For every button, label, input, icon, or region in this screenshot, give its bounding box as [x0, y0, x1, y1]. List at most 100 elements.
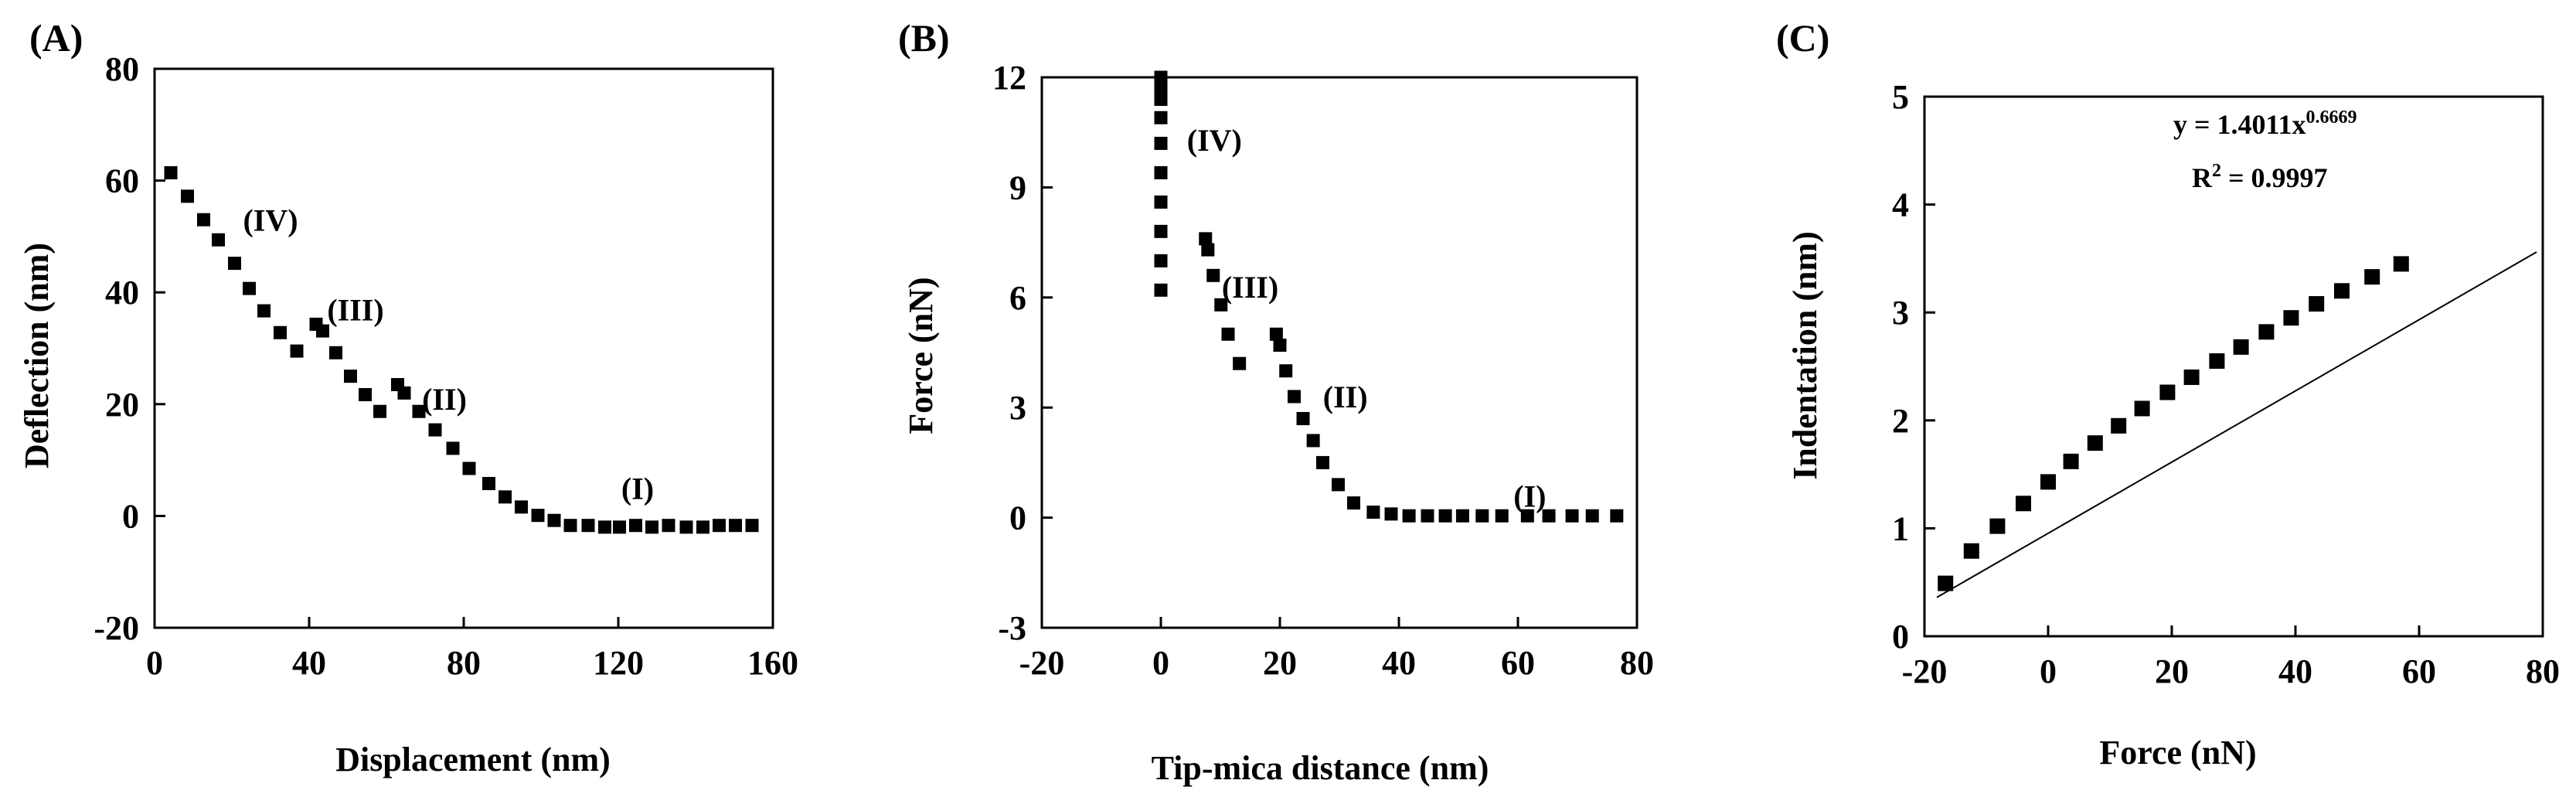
panel-b-x-ticks: -20 0 20 40 60 80 — [1019, 617, 1654, 682]
x-tick-label: 160 — [747, 644, 798, 682]
data-point — [696, 520, 710, 534]
data-point — [745, 519, 759, 533]
data-point — [397, 386, 411, 400]
panel-b-x-axis-title: Tip-mica distance (nm) — [1152, 749, 1489, 787]
data-point — [1154, 111, 1168, 124]
panel-b-points — [1154, 70, 1624, 523]
data-point — [563, 519, 577, 533]
data-point — [197, 213, 210, 227]
y-tick-label: 5 — [1892, 78, 1909, 116]
data-point — [629, 519, 642, 533]
region-annotation: (III) — [1222, 270, 1278, 305]
y-tick-label: 3 — [1892, 294, 1909, 332]
panel-c-r-squared-value: = 0.9997 — [2221, 162, 2328, 193]
x-tick-label: 120 — [593, 644, 644, 682]
y-tick-label: -3 — [998, 609, 1026, 647]
y-tick-label: 9 — [1009, 169, 1026, 206]
panel-b-plot-frame — [1040, 76, 1638, 629]
data-point — [645, 520, 658, 534]
data-point — [2134, 400, 2150, 417]
region-annotation: (IV) — [243, 203, 298, 238]
region-annotation: (I) — [1513, 479, 1546, 513]
panel-c-plot-frame — [1923, 95, 2544, 638]
panel-c-y-axis-title: Indentation (nm) — [1786, 231, 1824, 480]
panel-c-r-squared-base: R — [2192, 162, 2213, 193]
region-annotation: (III) — [327, 292, 383, 327]
x-tick-label: -20 — [1902, 652, 1948, 690]
data-point — [373, 404, 386, 418]
panel-c-x-axis-title: Force (nN) — [2099, 734, 2256, 772]
data-point — [1989, 518, 2006, 534]
data-point — [2040, 474, 2056, 490]
data-point — [2063, 453, 2079, 469]
data-point — [1273, 339, 1287, 353]
region-annotation: (II) — [422, 382, 467, 417]
data-point — [2309, 296, 2325, 312]
y-tick-label: 60 — [105, 162, 139, 200]
data-point — [598, 520, 611, 534]
data-point — [482, 476, 495, 490]
data-point — [2016, 496, 2031, 512]
data-point — [329, 346, 342, 359]
data-point — [274, 325, 287, 339]
data-point — [1520, 509, 1534, 523]
region-annotation: (II) — [1323, 380, 1368, 414]
data-point — [1438, 509, 1452, 523]
panel-b-letter: (B) — [898, 16, 950, 60]
data-point — [1287, 390, 1301, 404]
data-point — [2111, 417, 2127, 434]
panel-c-fit-equation-exponent: 0.6669 — [2306, 107, 2357, 128]
panel-a-x-axis-title: Displacement (nm) — [335, 741, 611, 778]
panel-c-y-ticks: 0 1 2 3 4 5 — [1892, 78, 1935, 656]
data-point — [1154, 92, 1168, 106]
data-point — [1963, 543, 1979, 559]
panel-a-plot-frame — [153, 67, 774, 629]
y-tick-label: 0 — [122, 497, 139, 535]
data-point — [1154, 224, 1168, 238]
x-tick-label: 80 — [2526, 652, 2560, 690]
data-point — [1455, 509, 1469, 523]
data-point — [613, 520, 626, 534]
x-tick-label: 0 — [146, 644, 163, 682]
x-tick-label: 80 — [1620, 644, 1654, 682]
x-tick-label: 0 — [1152, 644, 1169, 682]
data-point — [1154, 254, 1168, 267]
data-point — [1938, 575, 1954, 591]
data-point — [446, 441, 460, 455]
data-point — [1585, 509, 1599, 523]
region-annotation: (IV) — [1187, 123, 1242, 158]
data-point — [2283, 310, 2299, 326]
panel-a-letter: (A) — [29, 16, 83, 60]
data-point — [1306, 434, 1320, 448]
data-point — [1221, 327, 1235, 341]
panel-b-y-ticks: -3 0 3 6 9 12 — [992, 59, 1053, 647]
y-tick-label: 40 — [105, 274, 139, 312]
data-point — [1154, 165, 1168, 179]
data-point — [164, 165, 178, 179]
panel-c-points — [1938, 256, 2409, 591]
panel-c-letter: (C) — [1776, 16, 1829, 60]
x-tick-label: 40 — [1382, 644, 1416, 682]
x-tick-label: 60 — [1501, 644, 1535, 682]
data-point — [1296, 411, 1310, 425]
x-tick-label: 20 — [2155, 652, 2189, 690]
data-point — [1610, 509, 1624, 523]
data-point — [713, 519, 726, 533]
data-point — [1366, 505, 1380, 519]
data-point — [412, 404, 426, 418]
data-point — [1154, 136, 1168, 150]
panel-c-fit-equation: y = 1.4011x0.6669 — [2173, 107, 2357, 140]
data-point — [181, 189, 194, 203]
data-point — [243, 281, 256, 295]
data-point — [1201, 243, 1215, 257]
data-point — [428, 423, 442, 437]
data-point — [1542, 509, 1556, 523]
panel-b-y-axis-title: Force (nN) — [902, 277, 940, 434]
x-tick-label: 80 — [447, 644, 481, 682]
data-point — [1199, 232, 1213, 246]
region-annotation: (I) — [621, 472, 654, 506]
